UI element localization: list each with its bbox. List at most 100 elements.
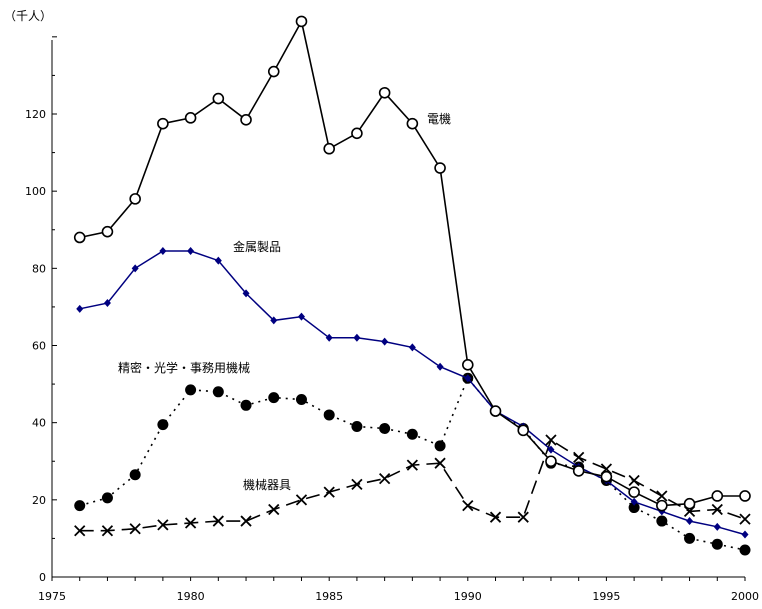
x-tick-label: 1985 <box>315 590 343 603</box>
series-label: 機械器具 <box>243 477 291 492</box>
data-point <box>434 457 446 469</box>
data-point <box>545 434 557 446</box>
x-tick-label: 1990 <box>454 590 482 603</box>
data-point <box>656 499 668 512</box>
data-point <box>295 494 308 506</box>
data-point <box>434 162 446 174</box>
series-line <box>79 250 746 536</box>
data-point <box>268 503 280 516</box>
y-tick-label: 40 <box>32 417 46 430</box>
y-tick-label: 20 <box>32 494 46 507</box>
data-point <box>184 517 197 529</box>
axes: 0 20 40 60 80 100 120 1975 1980 1985 1990 1995 2000 <box>25 36 759 603</box>
data-point <box>212 92 225 105</box>
data-point <box>573 451 585 464</box>
series-layer <box>73 15 751 556</box>
data-point <box>187 246 195 255</box>
data-point <box>379 472 391 485</box>
y-tick-label: 0 <box>39 571 46 584</box>
data-point <box>351 478 363 491</box>
data-point <box>406 459 418 471</box>
data-point <box>157 519 169 531</box>
y-tick-label: 60 <box>32 340 46 353</box>
data-point <box>406 428 418 440</box>
series-1 <box>73 15 751 512</box>
data-point <box>351 127 363 140</box>
data-point <box>103 299 111 308</box>
data-point <box>74 500 86 512</box>
data-point <box>323 409 335 421</box>
data-point <box>628 474 640 487</box>
data-point <box>461 358 474 371</box>
data-point <box>711 503 723 516</box>
data-point <box>159 246 167 255</box>
data-point <box>129 523 141 535</box>
data-point <box>295 394 307 406</box>
data-point <box>74 525 86 537</box>
series-label: 電機 <box>427 111 451 126</box>
data-point <box>73 231 86 244</box>
y-tick-label: 80 <box>32 262 46 275</box>
series-4 <box>74 434 751 537</box>
data-point <box>268 392 280 404</box>
data-point <box>684 532 696 544</box>
data-point <box>242 289 250 298</box>
data-point <box>656 490 668 502</box>
data-point <box>184 112 197 124</box>
data-point <box>129 469 141 481</box>
data-point <box>406 117 419 130</box>
data-point <box>656 515 668 527</box>
data-point <box>212 386 224 398</box>
data-point <box>711 538 723 550</box>
series-2 <box>76 246 749 539</box>
data-point <box>157 117 169 130</box>
data-point <box>131 264 139 273</box>
series-label: 精密・光学・事務用機械 <box>118 360 250 375</box>
data-point <box>240 515 252 527</box>
series-line <box>79 438 746 532</box>
x-tick-label: 1980 <box>177 590 205 603</box>
data-point <box>547 445 555 454</box>
data-point <box>436 362 444 371</box>
data-point <box>686 517 694 526</box>
data-point <box>323 486 335 498</box>
data-point <box>713 522 721 531</box>
data-point <box>545 455 557 468</box>
data-point <box>489 405 502 417</box>
data-point <box>683 497 696 510</box>
data-point <box>323 142 336 155</box>
data-point <box>464 374 472 383</box>
data-point <box>489 511 502 523</box>
data-point <box>185 384 197 396</box>
data-point <box>267 65 280 78</box>
data-point <box>353 333 361 342</box>
data-point <box>240 113 252 126</box>
x-tick-label: 1995 <box>592 590 620 603</box>
data-point <box>270 316 278 325</box>
data-point <box>741 530 749 539</box>
data-point <box>408 343 416 352</box>
data-point <box>600 470 613 483</box>
data-point <box>517 511 529 523</box>
data-point <box>711 490 724 502</box>
data-point <box>295 15 308 28</box>
data-point <box>572 465 585 477</box>
y-tick-label: 120 <box>25 108 46 121</box>
y-tick-label: 100 <box>25 185 46 198</box>
data-point <box>129 193 141 205</box>
data-point <box>379 422 391 434</box>
data-point <box>76 304 84 313</box>
data-point <box>739 544 751 556</box>
data-point <box>517 424 530 437</box>
data-point <box>351 421 363 433</box>
data-point <box>240 399 252 411</box>
data-point <box>101 492 113 504</box>
data-point <box>157 419 169 431</box>
y-axis-unit-label: （千人） <box>4 9 52 23</box>
data-point <box>378 86 391 99</box>
data-point <box>297 312 305 321</box>
data-point <box>381 337 389 346</box>
data-point <box>325 333 333 342</box>
